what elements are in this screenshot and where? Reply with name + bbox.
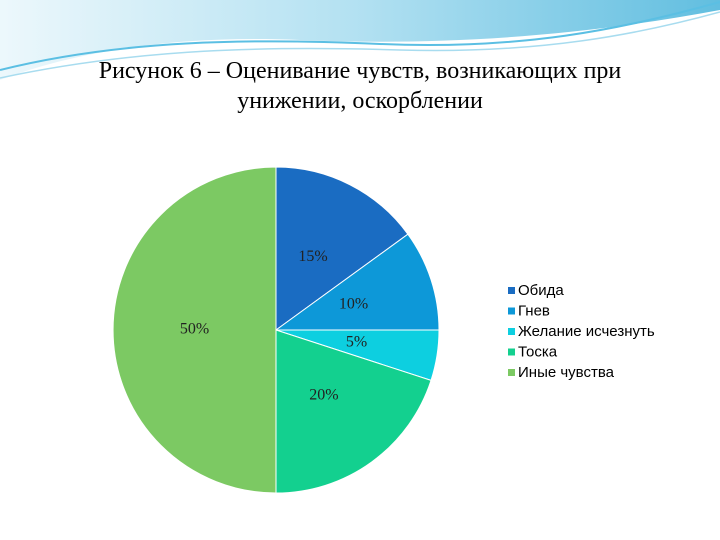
legend-label: Иные чувства: [518, 364, 615, 381]
legend-label: Желание исчезнуть: [518, 323, 655, 340]
legend-swatch: [508, 307, 515, 315]
pie-slice: [275, 329, 432, 494]
chart-title: Рисунок 6 – Оценивание чувств, возникающ…: [98, 58, 622, 114]
legend-swatch: [508, 287, 515, 294]
data-label: 50%: [180, 321, 209, 338]
header-wave: [0, 0, 720, 80]
data-label: 5%: [346, 333, 367, 350]
legend-swatch: [508, 328, 515, 335]
wave-line: [0, 11, 720, 79]
wave-line: [0, 1, 720, 71]
legend-swatch: [508, 369, 515, 376]
pie-slice: [112, 166, 277, 494]
legend-label: Тоска: [518, 343, 558, 360]
legend-label: Гнев: [518, 302, 550, 319]
data-label: 10%: [339, 295, 368, 312]
pie-slice: [274, 233, 440, 331]
pie-slice: [275, 166, 409, 331]
data-label: 20%: [309, 387, 338, 404]
data-label: 15%: [298, 248, 327, 265]
legend-label: Обида: [518, 282, 564, 299]
legend-swatch: [508, 348, 515, 356]
